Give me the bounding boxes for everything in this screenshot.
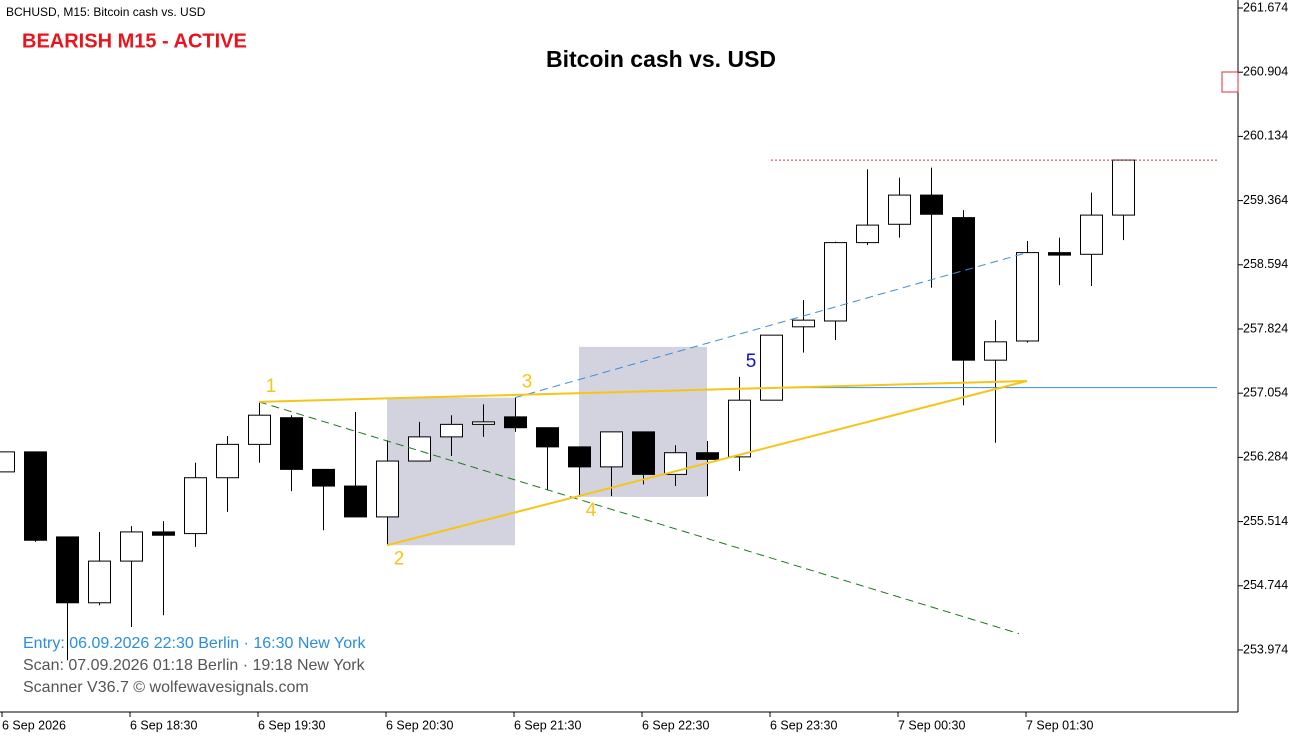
- candle-body: [56, 536, 79, 604]
- y-tick-label: 257.054: [1243, 385, 1288, 399]
- wave-label: 5: [746, 351, 757, 372]
- info-scanner: Scanner V36.7 © wolfewavesignals.com: [23, 679, 309, 696]
- candle-body: [984, 341, 1007, 361]
- candle-body: [504, 416, 527, 429]
- y-tick-label: 260.904: [1243, 64, 1288, 78]
- x-tick-label: 6 Sep 23:30: [770, 718, 837, 732]
- candle-body: [152, 531, 175, 536]
- candle-body: [216, 443, 239, 479]
- candle-body: [728, 399, 751, 458]
- candle-body: [568, 446, 591, 468]
- candle-body: [760, 334, 783, 401]
- wave-label: 3: [522, 372, 533, 393]
- candle-body: [120, 531, 143, 562]
- price-marker: [1221, 71, 1239, 93]
- candle-body: [1048, 252, 1071, 256]
- y-tick-label: 256.284: [1243, 450, 1288, 464]
- candle-body: [920, 194, 943, 215]
- candle-body: [600, 431, 623, 468]
- candle-body: [312, 468, 335, 487]
- chart-header: BCHUSD, M15: Bitcoin cash vs. USD: [6, 5, 206, 19]
- candle-body: [376, 460, 399, 518]
- y-tick-label: 259.364: [1243, 193, 1288, 207]
- candle-body: [472, 421, 495, 425]
- candle-body: [1112, 159, 1135, 216]
- candle-body: [696, 452, 719, 460]
- y-tick-label: 258.594: [1243, 257, 1288, 271]
- candle-body: [248, 414, 271, 445]
- candle-body: [824, 242, 847, 322]
- candle-body: [1080, 214, 1103, 255]
- x-tick-label: 6 Sep 2026: [2, 718, 66, 732]
- info-scan: Scan: 07.09.2026 01:18 Berlin · 19:18 Ne…: [23, 657, 366, 674]
- candle-body: [280, 417, 303, 470]
- info-entry: Entry: 06.09.2026 22:30 Berlin · 16:30 N…: [23, 635, 366, 652]
- y-tick-label: 257.824: [1243, 321, 1288, 335]
- trend-line: [258, 401, 1020, 635]
- candle-body: [88, 560, 111, 604]
- x-tick-label: 6 Sep 21:30: [514, 718, 581, 732]
- candle-body: [344, 485, 367, 518]
- chart-title: Bitcoin cash vs. USD: [546, 46, 776, 72]
- candle-body: [952, 217, 975, 361]
- candle-body: [0, 451, 15, 473]
- x-tick-label: 6 Sep 22:30: [642, 718, 709, 732]
- candle-body: [1016, 252, 1039, 342]
- wave-label: 2: [394, 548, 405, 569]
- trend-line: [386, 380, 1028, 547]
- y-tick-label: 254.744: [1243, 578, 1288, 592]
- candle-body: [632, 431, 655, 475]
- wave-label: 4: [586, 500, 597, 521]
- candle-body: [24, 451, 47, 541]
- candle-body: [184, 477, 207, 535]
- candle-body: [408, 436, 431, 462]
- candle-body: [792, 319, 815, 328]
- y-tick-label: 260.134: [1243, 129, 1288, 143]
- candle-body: [440, 423, 463, 438]
- plot-area: 1 2 3 4 5: [0, 159, 1217, 661]
- y-tick-label: 253.974: [1243, 642, 1288, 656]
- candle-body: [856, 224, 879, 244]
- x-tick-label: 6 Sep 19:30: [258, 718, 325, 732]
- x-tick-label: 6 Sep 20:30: [386, 718, 453, 732]
- x-tick-label: 7 Sep 01:30: [1026, 718, 1093, 732]
- trend-line: [514, 252, 1028, 399]
- trend-line: [258, 380, 1028, 403]
- status-label: BEARISH M15 - ACTIVE: [22, 30, 247, 52]
- candle-body: [536, 427, 559, 448]
- x-tick-label: 6 Sep 18:30: [130, 718, 197, 732]
- wave-label: 1: [266, 376, 277, 397]
- y-tick-label: 255.514: [1243, 514, 1288, 528]
- x-tick-label: 7 Sep 00:30: [898, 718, 965, 732]
- candle-body: [888, 194, 911, 225]
- y-tick-label: 261.674: [1243, 0, 1288, 14]
